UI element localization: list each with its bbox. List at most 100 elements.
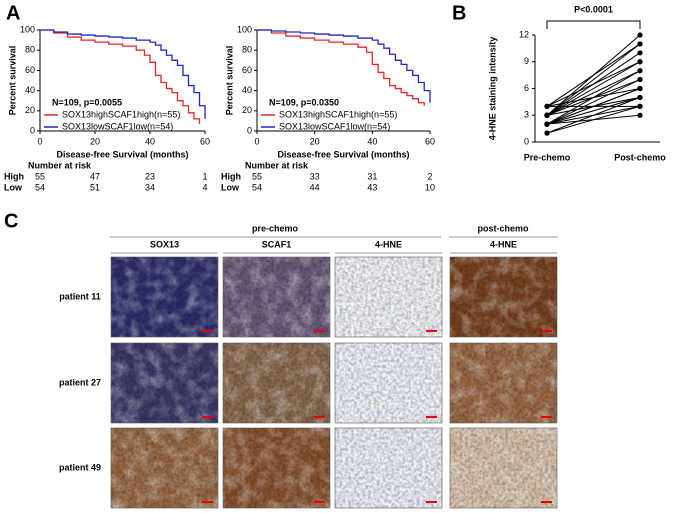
risk-value: 44: [310, 182, 320, 192]
micrograph-texture: [335, 343, 442, 423]
survival-curve: [257, 29, 425, 106]
post-point: [637, 32, 643, 38]
y-tick-label: 100: [20, 24, 35, 34]
micrograph-texture: [450, 343, 557, 423]
risk-value: 10: [425, 182, 435, 192]
pre-point: [544, 121, 550, 127]
risk-value: 2: [427, 171, 432, 181]
micrograph-texture: [223, 343, 330, 423]
column-header: SOX13: [150, 239, 179, 249]
micrograph-texture: [450, 257, 557, 337]
pair-line: [546, 61, 641, 116]
annotation: N=109, p=0.0350: [269, 97, 339, 107]
y-tick-label: 80: [25, 45, 35, 55]
post-point: [637, 103, 643, 109]
x-tick-label: 40: [145, 136, 155, 146]
risk-value: 4: [202, 182, 207, 192]
x-tick-label: Post-chemo: [614, 152, 666, 162]
column-header: 4-HNE: [490, 239, 517, 249]
panel-label: C: [4, 210, 18, 232]
y-tick-label: 40: [242, 85, 252, 95]
risk-value: 54: [35, 182, 45, 192]
risk-value: 55: [252, 171, 262, 181]
y-axis-label: 4-HNE staining intensity: [487, 37, 497, 141]
pair-line: [546, 43, 641, 116]
x-tick-label: 60: [425, 136, 435, 146]
pair-line: [546, 96, 641, 125]
risk-row-label: Low: [221, 182, 240, 192]
group-header: post-chemo: [477, 223, 529, 233]
micrograph-texture: [223, 428, 330, 508]
y-tick-label: 6: [524, 83, 529, 93]
x-axis-label: Disease-free Survival (months): [277, 149, 409, 159]
micrograph-texture: [335, 428, 442, 508]
x-tick-label: 60: [200, 136, 210, 146]
post-point: [637, 76, 643, 83]
y-tick-label: 12: [519, 29, 529, 39]
pair-line: [546, 88, 641, 107]
risk-value: 43: [367, 182, 377, 192]
pair-line: [546, 70, 641, 116]
x-tick-label: Pre-chemo: [524, 152, 571, 162]
row-label: patient 27: [59, 377, 101, 387]
risk-value: 33: [310, 171, 320, 181]
survival-curve: [257, 29, 431, 103]
micrograph-texture: [111, 343, 218, 423]
annotation: P<0.0001: [574, 4, 613, 14]
risk-title: Number at risk: [28, 160, 92, 170]
row-label: patient 11: [59, 291, 101, 301]
micrograph-texture: [111, 428, 218, 508]
legend-label: SOX13lowSCAF1low(n=54): [279, 121, 390, 131]
column-header: 4-HNE: [375, 239, 402, 249]
y-tick-label: 0: [247, 125, 252, 135]
legend-label: SOX13lowSCAF1low(n=54): [62, 121, 173, 131]
y-tick-label: 100: [237, 24, 252, 34]
risk-value: 1: [202, 171, 207, 181]
panel-label: B: [452, 2, 466, 24]
y-tick-label: 20: [25, 105, 35, 115]
micrograph-texture: [335, 257, 442, 337]
risk-row-label: High: [4, 171, 24, 181]
risk-value: 51: [90, 182, 100, 192]
pair-line: [546, 43, 641, 107]
y-tick-label: 9: [524, 56, 529, 66]
risk-value: 55: [35, 171, 45, 181]
y-tick-label: 0: [524, 136, 529, 146]
survival-curve: [40, 29, 201, 124]
y-tick-label: 40: [25, 85, 35, 95]
y-tick-label: 0: [30, 125, 35, 135]
risk-value: 31: [367, 171, 377, 181]
x-tick-label: 40: [367, 136, 377, 146]
legend-label: SOX13highSCAF1high(n=55): [279, 109, 397, 119]
x-tick-label: 0: [254, 136, 259, 146]
micrograph-texture: [223, 257, 330, 337]
annotation: N=109, p=0.0055: [52, 97, 122, 107]
pre-point: [544, 130, 550, 136]
group-header: pre-chemo: [252, 223, 299, 233]
pair-line: [546, 105, 641, 125]
x-axis-label: Disease-free Survival (months): [56, 149, 188, 159]
y-tick-label: 60: [25, 65, 35, 75]
column-header: SCAF1: [262, 239, 292, 249]
pair-line: [546, 61, 641, 107]
risk-value: 23: [145, 171, 155, 181]
risk-row-label: High: [221, 171, 241, 181]
pair-line: [546, 114, 641, 125]
x-tick-label: 0: [37, 136, 42, 146]
pair-line: [546, 79, 641, 125]
post-point: [637, 59, 643, 65]
pre-point: [544, 103, 550, 109]
y-tick-label: 3: [524, 110, 529, 120]
y-axis-label: Percent survival: [7, 46, 17, 116]
risk-row-label: Low: [4, 182, 23, 192]
pre-point: [544, 112, 550, 118]
post-point: [637, 85, 643, 92]
x-tick-label: 20: [90, 136, 100, 146]
y-tick-label: 80: [242, 45, 252, 55]
y-axis-label: Percent survival: [224, 46, 234, 116]
x-tick-label: 20: [310, 136, 320, 146]
risk-value: 34: [145, 182, 155, 192]
risk-value: 47: [90, 171, 100, 181]
micrograph-texture: [450, 428, 557, 508]
post-point: [637, 112, 643, 118]
